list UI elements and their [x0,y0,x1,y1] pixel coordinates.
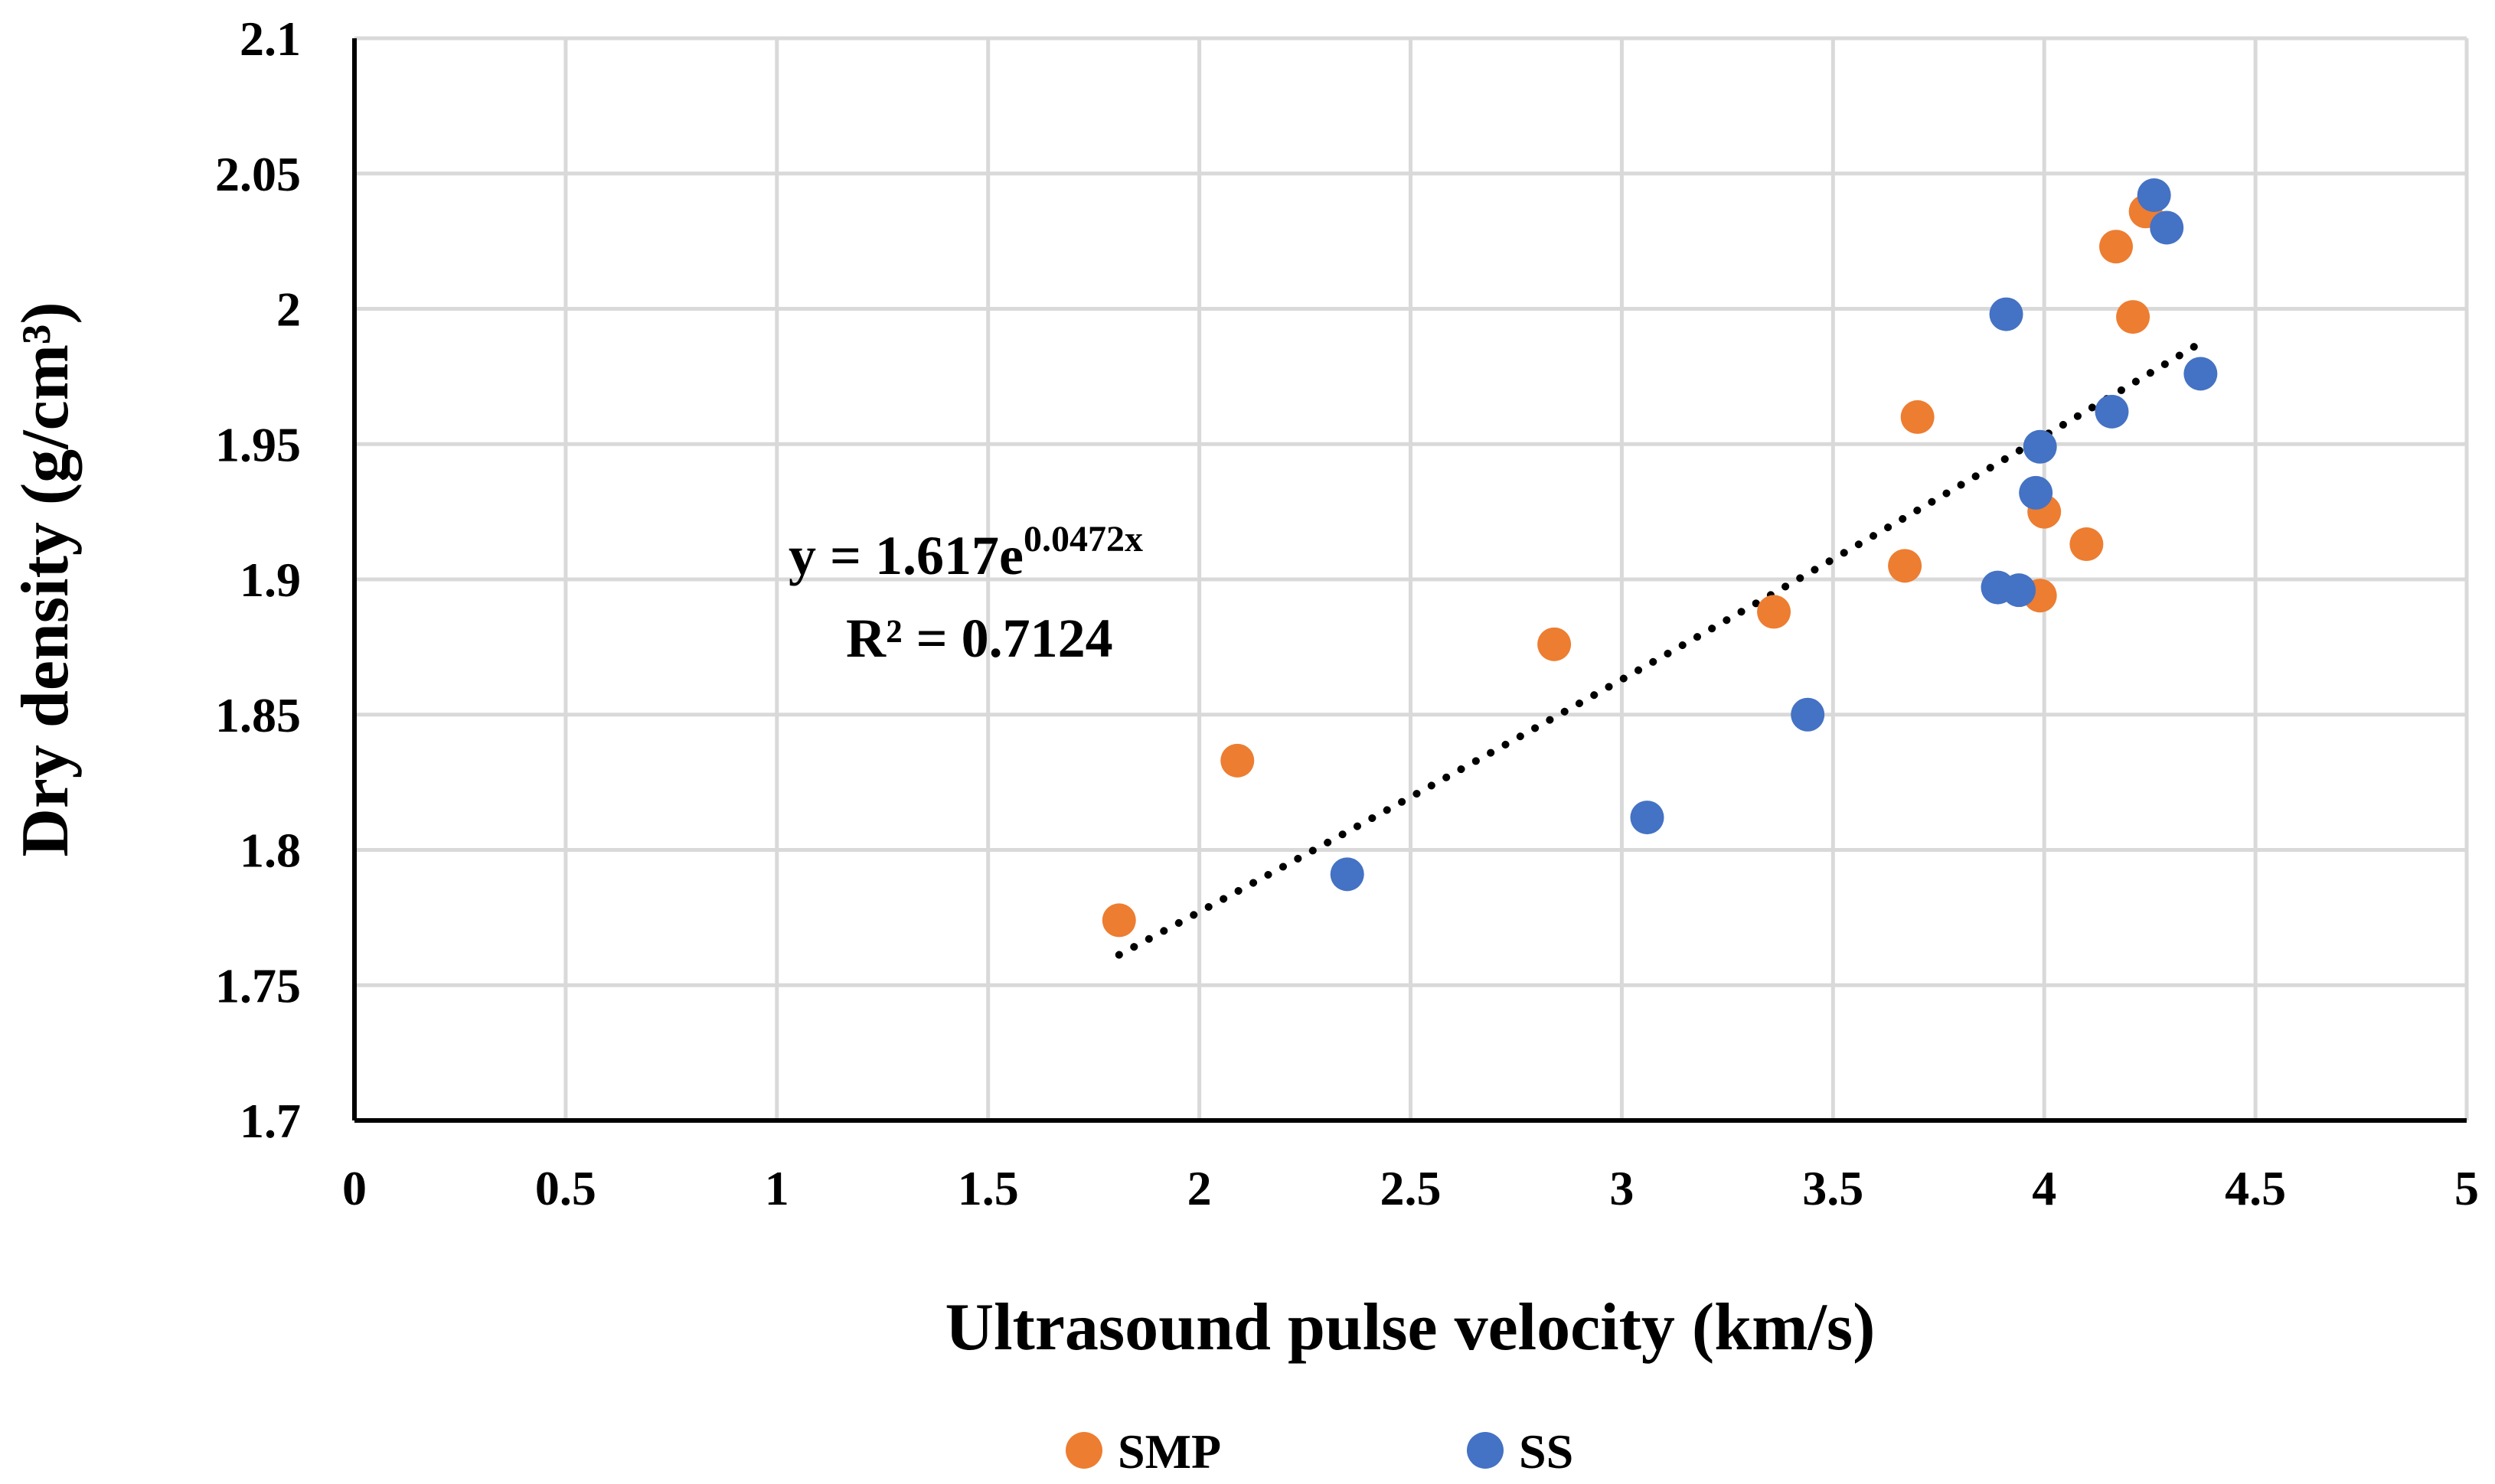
axes [352,38,2467,1123]
point-smp [1537,627,1572,661]
point-smp [1757,595,1791,629]
trendline-equation: y = 1.617e0.0472x [789,519,1143,586]
point-smp [1220,743,1255,778]
x-tick-label: 2.5 [1380,1161,1442,1215]
x-tick-label: 0 [342,1161,367,1215]
legend-label-smp: SMP [1118,1424,1221,1479]
equation-prefix: y = 1.617e [789,525,1024,586]
x-tick-label: 3 [1609,1161,1634,1215]
trendline [1115,338,2205,959]
point-ss [1791,697,1825,732]
y-tick-label: 1.95 [215,417,301,471]
y-tick-label: 1.85 [215,688,301,742]
x-axis-title: Ultrasound pulse velocity (km/s) [945,1290,1876,1365]
y-tick-label: 1.8 [240,824,301,878]
y-tick-label: 2 [276,282,301,337]
point-ss [2095,394,2129,429]
point-ss [2183,357,2218,391]
legend-label-ss: SS [1519,1424,1573,1479]
point-ss [1630,801,1664,835]
y-tick-label: 2.05 [215,147,301,201]
x-tick-labels: 0 0.5 1 1.5 2 2.5 3 3.5 4 4.5 5 [342,1161,2479,1215]
point-ss [1989,297,2023,331]
y-tick-labels: 1.7 1.75 1.8 1.85 1.9 1.95 2 2.05 2.1 [215,11,301,1148]
point-ss [1330,857,1364,892]
x-tick-label: 0.5 [535,1161,596,1215]
gridlines [354,36,2469,1120]
x-tick-label: 4 [2032,1161,2056,1215]
legend-marker-smp [1066,1432,1102,1469]
point-smp [1102,903,1136,938]
y-tick-label: 1.9 [240,553,301,607]
trendline-path [1115,338,2205,959]
point-smp [2069,527,2104,562]
x-tick-label: 1.5 [958,1161,1019,1215]
point-ss [2002,573,2036,608]
legend-marker-ss [1467,1432,1504,1469]
point-ss [2137,178,2171,213]
x-tick-label: 5 [2454,1161,2479,1215]
y-tick-label: 2.1 [240,11,301,66]
x-tick-label: 2 [1187,1161,1212,1215]
point-ss [2019,475,2053,510]
x-tick-label: 4.5 [2225,1161,2286,1215]
x-tick-label: 3.5 [1802,1161,1863,1215]
point-smp [2099,230,2134,264]
legend: SMP SS [1066,1424,1573,1479]
r-squared-label: R² = 0.7124 [846,608,1113,669]
point-ss [2150,210,2184,245]
y-tick-label: 1.7 [240,1094,301,1148]
point-smp [1900,400,1935,434]
data-points [1102,178,2218,938]
point-smp [1888,549,1922,583]
y-axis-title: Dry density (g/cm³) [8,302,83,856]
x-tick-label: 1 [765,1161,789,1215]
equation-exponent: 0.0472x [1024,519,1143,559]
point-smp [2116,300,2150,334]
y-tick-label: 1.75 [215,958,301,1013]
point-ss [2023,429,2057,464]
